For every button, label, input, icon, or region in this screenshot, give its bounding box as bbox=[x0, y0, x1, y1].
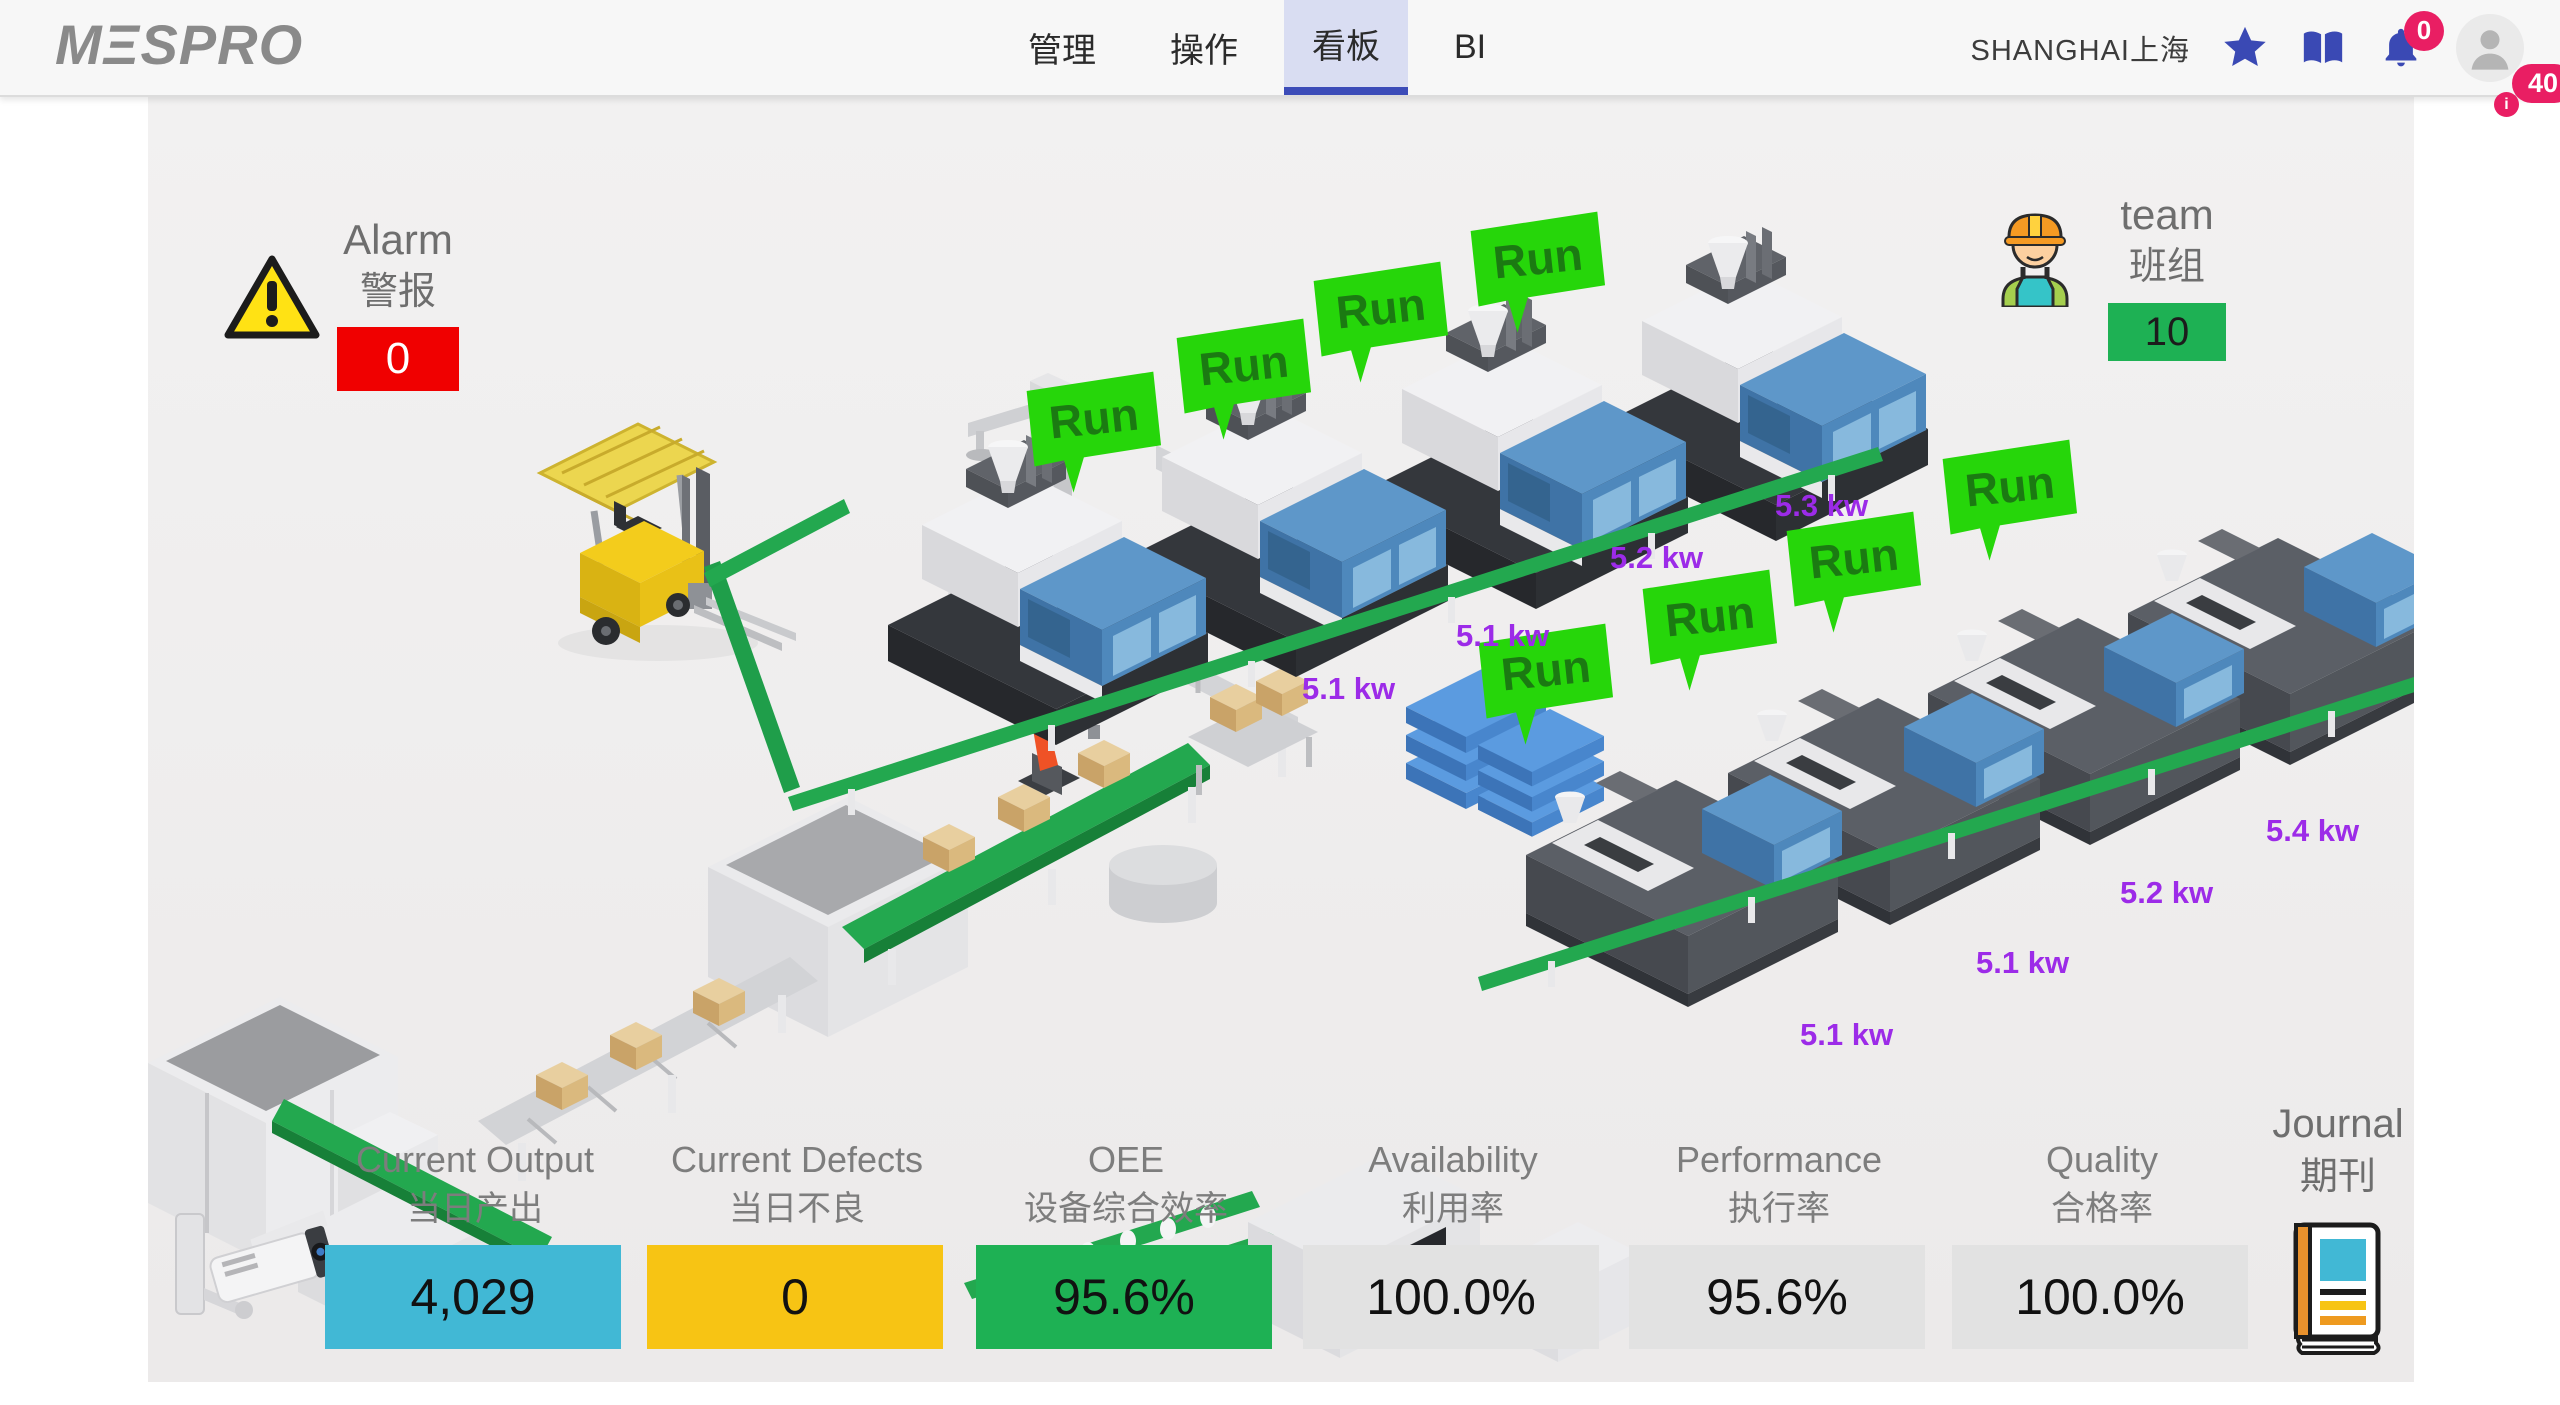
kpi-label-en: Current Output bbox=[355, 1139, 595, 1180]
kpi-label-zh: 设备综合效率 bbox=[1024, 1190, 1228, 1228]
power-label-top-2: 5.1 kw bbox=[1456, 618, 1550, 653]
bottom-row-rail bbox=[1478, 677, 2414, 991]
kpi-label-zh: 当日不良 bbox=[729, 1190, 865, 1228]
tab-dashboard[interactable]: 看板 bbox=[1284, 0, 1408, 95]
power-label-top-1: 5.1 kw bbox=[1302, 671, 1396, 706]
kpi-value: 100.0% bbox=[1952, 1245, 2248, 1349]
alarm-count: 0 bbox=[337, 327, 459, 391]
power-label-top-3: 5.2 kw bbox=[1610, 540, 1704, 575]
kpi-label-en: OEE bbox=[1087, 1139, 1165, 1180]
kpi-value: 4,029 bbox=[325, 1245, 621, 1349]
kpi-quality: Quality 合格率 100.0% bbox=[1952, 1137, 2252, 1349]
main-nav: 管理 操作 看板 BI bbox=[1000, 0, 1514, 95]
kpi-oee: OEE 设备综合效率 95.6% bbox=[976, 1137, 1276, 1349]
notifications-button[interactable]: 0 bbox=[2378, 10, 2444, 71]
power-label-bottom-2: 5.1 kw bbox=[1976, 945, 2070, 980]
kpi-label-zh: 执行率 bbox=[1728, 1190, 1830, 1228]
navbar: MΞSPRO 管理 操作 看板 BI SHANGHAI上海 0 bbox=[0, 0, 2560, 97]
svg-text:Run: Run bbox=[1499, 640, 1593, 701]
svg-text:Run: Run bbox=[1663, 586, 1757, 647]
alarm-subtitle: 警报 bbox=[359, 271, 436, 313]
kpi-value: 95.6% bbox=[1629, 1245, 1925, 1349]
kpi-current-output: Current Output 当日产出 4,029 bbox=[325, 1137, 625, 1349]
app-logo[interactable]: MΞSPRO bbox=[55, 13, 304, 76]
journal-panel: Journal 期刊 bbox=[2263, 1099, 2413, 1362]
kpi-label-en: Performance bbox=[1675, 1139, 1883, 1180]
run-bubble-top-1: Run bbox=[1026, 371, 1166, 497]
roller-conveyor bbox=[478, 957, 818, 1181]
manual-button[interactable] bbox=[2300, 25, 2346, 71]
alarm-title: Alarm bbox=[343, 216, 453, 263]
top-row-rail bbox=[704, 447, 1883, 815]
run-bubble-bottom-4: Run bbox=[1942, 439, 2082, 565]
forklift bbox=[536, 422, 796, 661]
svg-text:Run: Run bbox=[1807, 528, 1901, 589]
tab-bi[interactable]: BI bbox=[1454, 28, 1487, 66]
power-label-top-4: 5.3 kw bbox=[1775, 488, 1869, 523]
bowl-feeder bbox=[1109, 845, 1217, 923]
message-count-badge: 40 bbox=[2512, 64, 2560, 103]
run-bubble-top-2: Run bbox=[1176, 318, 1316, 444]
kpi-label-en: Quality bbox=[2045, 1139, 2159, 1180]
team-title: team bbox=[2120, 191, 2214, 238]
info-badge: i bbox=[2494, 92, 2519, 117]
user-avatar[interactable] bbox=[2456, 13, 2524, 82]
run-bubble-top-4: Run bbox=[1470, 211, 1610, 337]
run-bubble-bottom-1: Run bbox=[1478, 623, 1618, 749]
star-icon bbox=[2224, 26, 2266, 66]
camera-icon bbox=[175, 1210, 337, 1319]
green-conveyor-left bbox=[272, 1099, 552, 1271]
kpi-label-zh: 利用率 bbox=[1402, 1190, 1504, 1228]
kpi-value: 100.0% bbox=[1303, 1245, 1599, 1349]
dashboard-canvas: Run Run Run Run Run Run Run Run bbox=[148, 97, 2414, 1382]
tab-management[interactable]: 管理 bbox=[1028, 32, 1096, 70]
svg-text:Run: Run bbox=[1963, 456, 2057, 517]
site-selector[interactable]: SHANGHAI上海 bbox=[1970, 34, 2190, 67]
notification-badge: 0 bbox=[2404, 10, 2444, 51]
packing-conveyor bbox=[842, 740, 1210, 985]
run-bubble-bottom-2: Run bbox=[1642, 569, 1782, 695]
power-label-bottom-3: 5.2 kw bbox=[2120, 875, 2214, 910]
journal-label-en: Journal bbox=[2272, 1102, 2404, 1146]
navbar-right: SHANGHAI上海 0 bbox=[1971, 0, 2524, 95]
kpi-value: 95.6% bbox=[976, 1245, 1272, 1349]
box-staging-table bbox=[1188, 668, 1318, 795]
factory-scene: Run Run Run Run Run Run Run Run bbox=[148, 97, 2414, 1382]
team-count: 10 bbox=[2108, 303, 2226, 361]
person-icon bbox=[2471, 29, 2509, 70]
kpi-label-zh: 当日产出 bbox=[407, 1190, 543, 1228]
team-subtitle: 班组 bbox=[2128, 246, 2205, 288]
book-icon bbox=[2303, 31, 2343, 63]
svg-text:Run: Run bbox=[1491, 228, 1585, 289]
svg-text:Run: Run bbox=[1197, 335, 1291, 396]
worker-icon bbox=[2001, 213, 2069, 307]
kpi-label-en: Current Defects bbox=[670, 1139, 924, 1180]
journal-label-zh: 期刊 bbox=[2299, 1156, 2376, 1198]
run-bubble-top-3: Run bbox=[1313, 261, 1453, 387]
kpi-availability: Availability 利用率 100.0% bbox=[1303, 1137, 1603, 1349]
run-bubble-bottom-3: Run bbox=[1786, 511, 1926, 637]
svg-text:Run: Run bbox=[1334, 278, 1428, 339]
power-label-bottom-1: 5.1 kw bbox=[1800, 1017, 1894, 1052]
kpi-performance: Performance 执行率 95.6% bbox=[1629, 1137, 1929, 1349]
kpi-label-zh: 合格率 bbox=[2051, 1190, 2153, 1228]
favorites-button[interactable] bbox=[2222, 25, 2268, 71]
journal-book-icon[interactable] bbox=[2290, 1221, 2386, 1357]
kpi-current-defects: Current Defects 当日不良 0 bbox=[647, 1137, 947, 1349]
tab-operation[interactable]: 操作 bbox=[1170, 32, 1238, 70]
warning-icon bbox=[224, 255, 320, 339]
kpi-value: 0 bbox=[647, 1245, 943, 1349]
power-label-bottom-4: 5.4 kw bbox=[2266, 813, 2360, 848]
svg-text:Run: Run bbox=[1047, 388, 1141, 449]
kpi-label-en: Availability bbox=[1368, 1139, 1538, 1180]
